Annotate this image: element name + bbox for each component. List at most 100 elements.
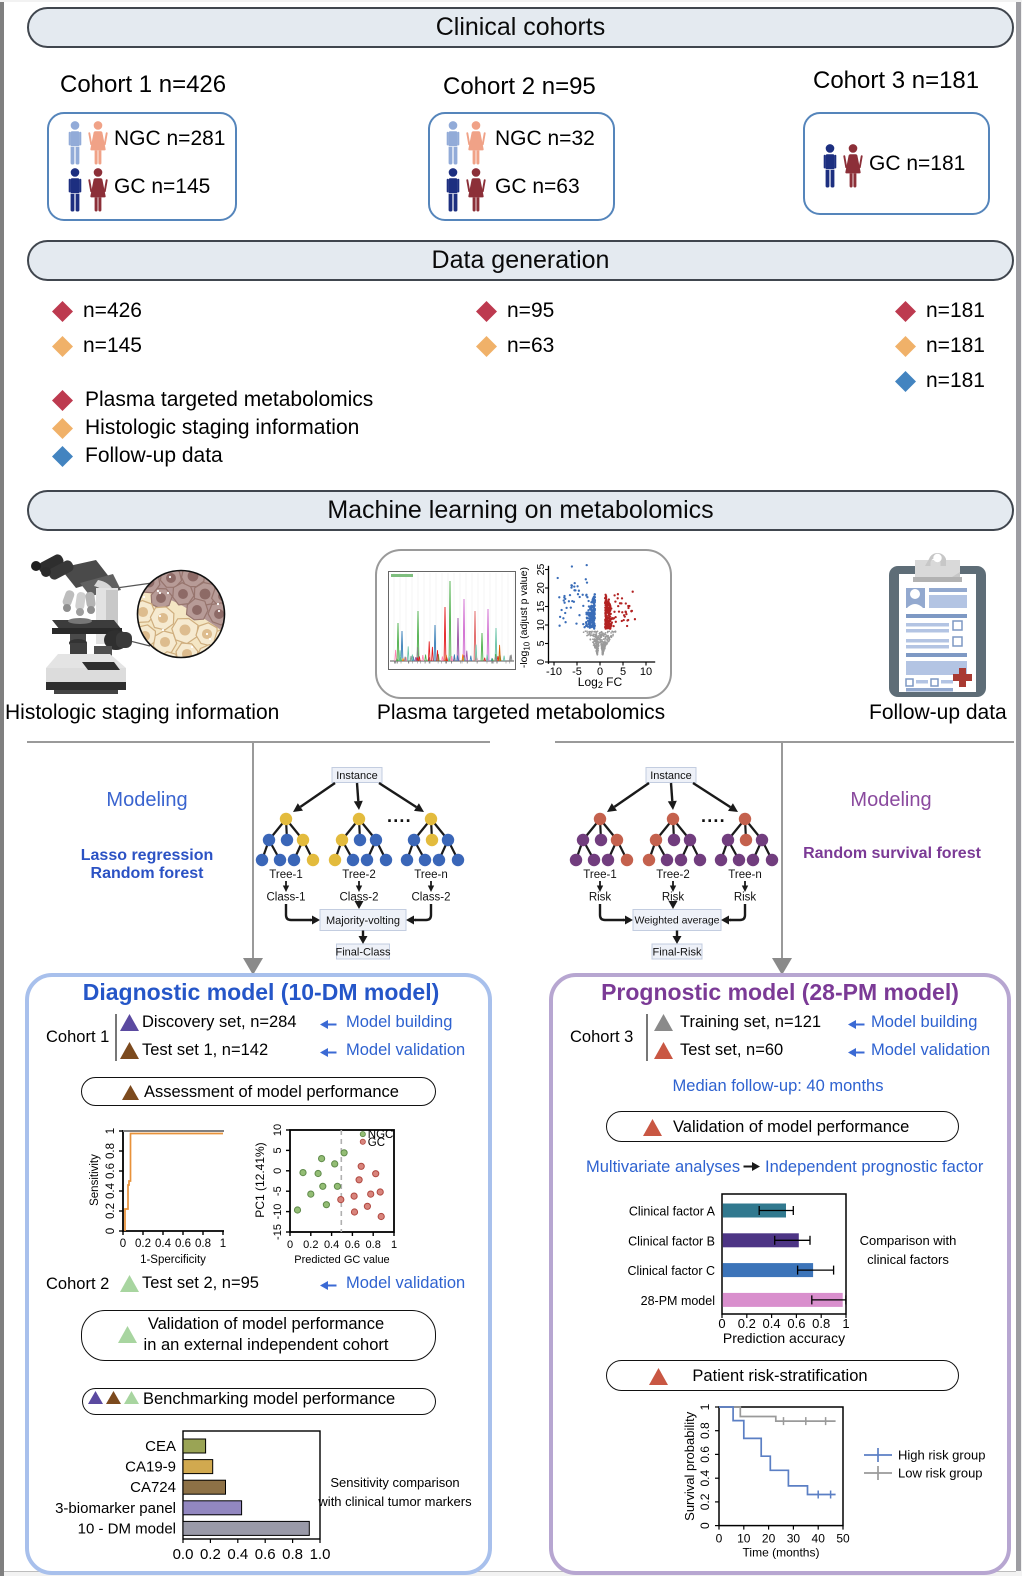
svg-text:1-Spercificity: 1-Spercificity — [140, 1254, 206, 1266]
svg-text:0.4: 0.4 — [105, 1182, 117, 1199]
svg-text:Class-2: Class-2 — [412, 892, 451, 904]
svg-text:0.2: 0.2 — [105, 1203, 117, 1219]
svg-text:High risk group: High risk group — [898, 1448, 985, 1463]
svg-text:Predicted GC value: Predicted GC value — [294, 1254, 389, 1266]
svg-text:NGC: NGC — [368, 1129, 394, 1141]
svg-text:-10: -10 — [272, 1204, 284, 1220]
svg-text:1: 1 — [391, 1239, 397, 1251]
svg-text:0.8: 0.8 — [105, 1143, 117, 1159]
svg-text:0.4: 0.4 — [324, 1239, 339, 1251]
svg-text:40: 40 — [812, 1532, 826, 1546]
svg-text:0: 0 — [272, 1168, 284, 1174]
svg-text:28-PM model: 28-PM model — [641, 1294, 715, 1308]
svg-text:0.8: 0.8 — [282, 1546, 303, 1563]
svg-text:0.2: 0.2 — [135, 1238, 151, 1250]
svg-text:0.6: 0.6 — [175, 1238, 191, 1250]
svg-text:0: 0 — [698, 1522, 712, 1529]
svg-text:Instance: Instance — [336, 770, 378, 782]
svg-text:10: 10 — [640, 666, 652, 678]
svg-text:Instance: Instance — [650, 770, 692, 782]
svg-text:0.2: 0.2 — [698, 1493, 712, 1510]
svg-text:Clinical factor C: Clinical factor C — [627, 1264, 715, 1278]
svg-text:1: 1 — [842, 1316, 849, 1331]
svg-text:0.6: 0.6 — [105, 1163, 117, 1179]
svg-text:....: .... — [387, 806, 412, 826]
svg-text:Time (months): Time (months) — [743, 1546, 820, 1560]
svg-text:-10: -10 — [546, 666, 562, 678]
svg-text:0.6: 0.6 — [698, 1446, 712, 1463]
svg-text:Class-2: Class-2 — [340, 892, 379, 904]
svg-text:0.4: 0.4 — [763, 1316, 781, 1331]
svg-text:Weighted average: Weighted average — [634, 915, 719, 927]
svg-text:0: 0 — [535, 659, 547, 665]
svg-text:-log10 (adjust p value): -log10 (adjust p value) — [520, 567, 532, 668]
svg-text:0.4: 0.4 — [227, 1546, 248, 1563]
svg-text:15: 15 — [535, 601, 547, 613]
svg-text:Survival probability: Survival probability — [682, 1411, 697, 1521]
svg-text:0: 0 — [287, 1239, 293, 1251]
svg-text:5: 5 — [535, 640, 547, 646]
svg-text:10: 10 — [535, 619, 547, 631]
svg-text:5: 5 — [272, 1147, 284, 1153]
svg-text:0.2: 0.2 — [200, 1546, 221, 1563]
svg-text:GC: GC — [368, 1137, 385, 1149]
svg-text:Tree-n: Tree-n — [728, 869, 761, 881]
svg-text:30: 30 — [787, 1532, 801, 1546]
svg-text:20: 20 — [762, 1532, 776, 1546]
svg-text:Clinical factor A: Clinical factor A — [629, 1205, 716, 1219]
svg-text:0.4: 0.4 — [155, 1238, 172, 1250]
svg-text:1: 1 — [698, 1403, 712, 1410]
svg-text:-5: -5 — [272, 1186, 284, 1196]
svg-text:Risk: Risk — [589, 892, 612, 904]
svg-text:0.8: 0.8 — [698, 1422, 712, 1439]
svg-text:25: 25 — [535, 564, 547, 576]
svg-text:CA19-9: CA19-9 — [125, 1459, 176, 1476]
svg-text:0.8: 0.8 — [366, 1239, 381, 1251]
svg-text:1: 1 — [220, 1238, 226, 1250]
svg-text:0.2: 0.2 — [738, 1316, 756, 1331]
svg-text:Clinical factor B: Clinical factor B — [628, 1234, 715, 1248]
svg-text:Majority-volting: Majority-volting — [326, 915, 400, 927]
svg-text:1.0: 1.0 — [310, 1546, 331, 1563]
svg-text:0: 0 — [105, 1228, 117, 1234]
svg-text:20: 20 — [535, 582, 547, 594]
svg-text:1: 1 — [105, 1128, 117, 1134]
svg-text:3-biomarker panel: 3-biomarker panel — [55, 1500, 176, 1517]
svg-text:Class-1: Class-1 — [267, 892, 306, 904]
svg-text:0.8: 0.8 — [195, 1238, 211, 1250]
svg-text:-5: -5 — [572, 666, 582, 678]
svg-text:0: 0 — [120, 1238, 126, 1250]
svg-text:Tree-1: Tree-1 — [583, 869, 616, 881]
svg-text:50: 50 — [836, 1532, 850, 1546]
svg-text:Final-Class: Final-Class — [335, 946, 391, 958]
svg-text:....: .... — [701, 806, 726, 826]
svg-text:Risk: Risk — [734, 892, 757, 904]
svg-text:CEA: CEA — [145, 1438, 176, 1455]
svg-text:Log2 FC: Log2 FC — [578, 675, 623, 690]
svg-text:Tree-2: Tree-2 — [656, 869, 689, 881]
svg-text:Risk: Risk — [662, 892, 685, 904]
svg-text:10: 10 — [272, 1124, 284, 1136]
svg-text:5: 5 — [620, 666, 626, 678]
svg-text:Prediction accuracy: Prediction accuracy — [723, 1330, 845, 1346]
svg-text:Tree-2: Tree-2 — [342, 869, 375, 881]
svg-text:Final-Risk: Final-Risk — [653, 946, 702, 958]
svg-text:0.4: 0.4 — [698, 1470, 712, 1487]
svg-text:Tree-n: Tree-n — [414, 869, 447, 881]
svg-text:0.6: 0.6 — [255, 1546, 276, 1563]
svg-text:0: 0 — [597, 666, 603, 678]
svg-text:10 - DM model: 10 - DM model — [78, 1520, 176, 1537]
svg-text:0.6: 0.6 — [787, 1316, 805, 1331]
svg-text:0: 0 — [716, 1532, 723, 1546]
svg-text:Sensitivity: Sensitivity — [89, 1154, 101, 1206]
svg-text:0.2: 0.2 — [303, 1239, 318, 1251]
svg-text:PC1 (12.41%): PC1 (12.41%) — [253, 1142, 267, 1217]
svg-text:-15: -15 — [272, 1224, 284, 1240]
svg-text:0.8: 0.8 — [812, 1316, 830, 1331]
svg-text:CA724: CA724 — [130, 1479, 176, 1496]
svg-text:10: 10 — [737, 1532, 751, 1546]
svg-text:Tree-1: Tree-1 — [269, 869, 302, 881]
svg-text:0.0: 0.0 — [173, 1546, 194, 1563]
svg-text:Low risk group: Low risk group — [898, 1466, 983, 1481]
svg-text:0.6: 0.6 — [345, 1239, 360, 1251]
